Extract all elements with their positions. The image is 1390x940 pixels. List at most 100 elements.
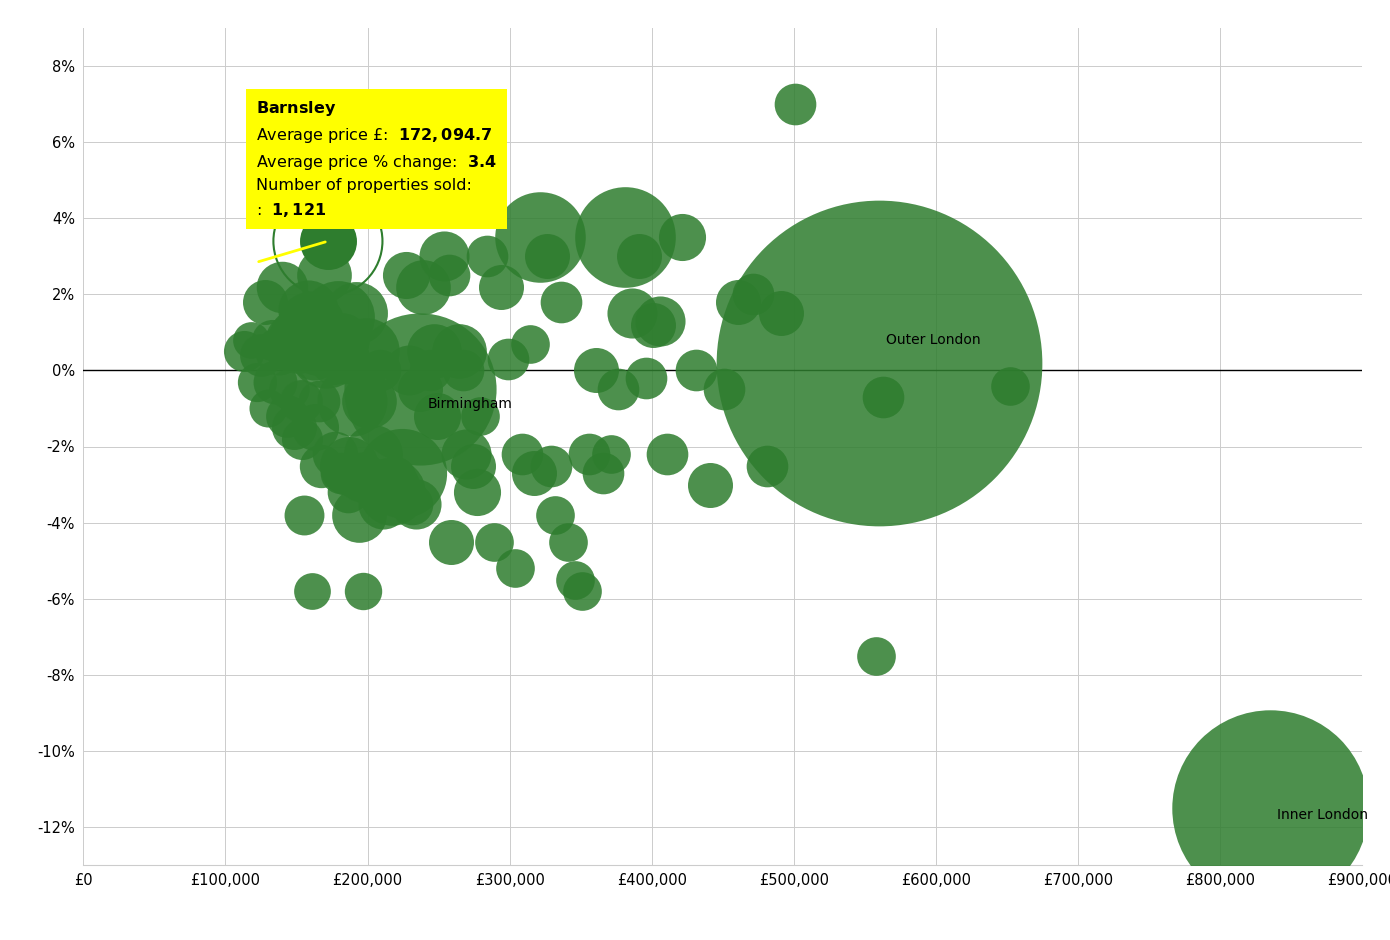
Point [466,485,488,500]
Point [271,279,293,294]
Point [303,348,325,363]
Point [998,378,1020,393]
Point [452,363,474,378]
Point [613,230,635,245]
Point [585,363,607,378]
Point [288,344,310,359]
Point [313,268,335,283]
Text: Outer London: Outer London [887,333,981,347]
Point [350,469,373,484]
Point [281,333,303,348]
Point [336,485,359,500]
Point [628,249,651,264]
Point [329,465,352,480]
Point [756,458,778,473]
Point [599,446,621,462]
Point [300,318,322,333]
Point [867,355,890,370]
Point [475,249,498,264]
Point [670,230,692,245]
Point [441,534,463,549]
Point [381,485,403,500]
Point [642,318,664,333]
Point [254,294,277,309]
Point [377,477,399,492]
Point [535,249,557,264]
Point [649,314,671,329]
Point [348,508,370,523]
Point [539,458,562,473]
Point [327,309,349,324]
Point [512,446,534,462]
Point [322,355,345,370]
Point [297,302,320,317]
Point [370,363,392,378]
Point [461,458,484,473]
Point [873,389,895,404]
Point [345,306,367,321]
Point [363,446,385,462]
Point [411,279,434,294]
Point [438,268,460,283]
Point [448,344,470,359]
Point [434,249,456,264]
Point [635,370,657,385]
Point [295,318,317,333]
Point [409,382,431,397]
Point [234,344,256,359]
Point [592,465,614,480]
Point [398,363,420,378]
Point [278,382,300,397]
Point [656,446,678,462]
Point [320,333,342,348]
Point [564,572,587,588]
Point [518,337,541,352]
Point [418,363,441,378]
Point [331,333,353,348]
Point [261,333,284,348]
Point [578,446,600,462]
Point [482,534,505,549]
Point [557,534,580,549]
Point [302,584,324,599]
Point [685,363,708,378]
Point [240,333,263,348]
Point [274,344,296,359]
Point [606,382,628,397]
Point [423,344,445,359]
Point [427,409,449,424]
Point [338,458,360,473]
Point [317,234,339,249]
Point [310,458,332,473]
Point [505,560,527,575]
Point [571,584,594,599]
Point [352,584,374,599]
Point [395,268,417,283]
Point [455,446,477,462]
Point [498,352,520,367]
Point [528,230,550,245]
Point [292,508,314,523]
Point [334,352,356,367]
Point [246,374,268,389]
Point [741,287,763,302]
Point [373,496,395,511]
Point [523,465,545,480]
Point [784,97,806,112]
Point [621,306,644,321]
Point [357,393,379,408]
Point [307,337,329,352]
Point [543,508,566,523]
Point [468,409,491,424]
Point [316,344,338,359]
Point [699,477,721,492]
Point [770,306,792,321]
Point [282,420,304,435]
Point [384,469,406,484]
Point [400,496,423,511]
Point [865,649,887,664]
Point [341,393,363,408]
Point [549,294,571,309]
Point [713,382,735,397]
Point [727,294,749,309]
